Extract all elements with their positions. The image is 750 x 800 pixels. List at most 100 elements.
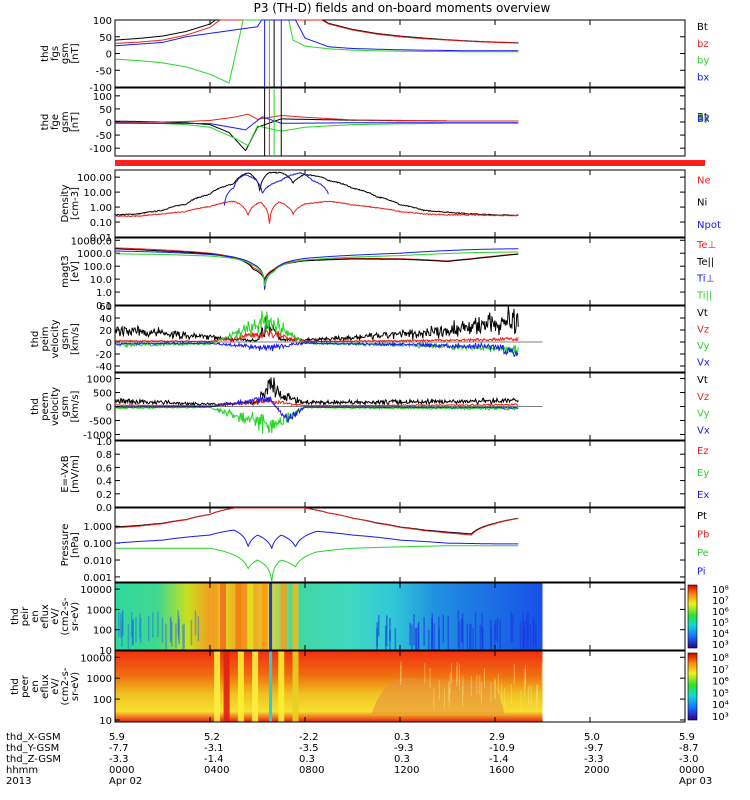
legend-entry: Pt [697,511,707,522]
spectrogram-noise [169,616,172,642]
spectrogram-noise [460,618,463,643]
legend-entry: Te⊥ [696,240,716,251]
series-fge-Bz [115,113,519,123]
y-axis-label-line: thd [40,45,51,62]
series-pressure-Pe [115,545,519,583]
spectrogram-noise [456,661,458,682]
legend-entry: Vy [697,409,710,420]
y-tick-label: 10000.0 [71,236,112,247]
series-temp-Ti⊥ [114,248,519,290]
spectrogram-band [237,651,244,722]
spectrogram-band [220,583,227,650]
y-axis-label-line: gsm [60,111,71,132]
spectrogram-noise [431,617,433,654]
spectrogram-noise [530,685,532,706]
y-tick-label: -500 [89,416,112,427]
panel-frame [114,169,686,238]
spectrogram-noise [438,627,440,651]
y-tick-label: 10 [99,646,112,657]
spectrogram-noise [423,617,425,646]
ephemeris-row-label: thd_Y-GSM [6,743,59,754]
spectrogram-noise [527,625,529,651]
y-axis-label: thd peir en eflux eV/(cm2-s-sr-eV) [10,597,81,635]
y-tick-label: 0 [106,403,112,414]
spectrogram-noise [533,619,535,644]
series-temp-Te|| [115,248,519,282]
y-tick-label: 0.01 [90,233,112,244]
y-tick-label: 100.00 [77,173,112,184]
y-tick-label: 0.100 [83,539,112,550]
spectrogram-noise [480,682,482,703]
spectrogram-noise [413,614,415,646]
spectrogram-noise [450,663,452,684]
spectrogram-noise [494,679,496,700]
y-axis-label-line: sr-eV) [70,672,81,701]
legend-entry: Ey [697,468,709,479]
spectrogram-noise [513,664,515,685]
spectrogram-noise [525,613,528,654]
series-peem_v-Vt [114,377,519,407]
y-tick-label: -40 [96,362,112,373]
y-axis-label-line: Density [60,184,71,222]
y-axis-label-line: [nT] [70,43,81,63]
spectrogram-noise [532,617,534,653]
series-peim_v-Vx [114,340,519,357]
spectrogram-noise [468,624,471,663]
y-tick-label: -50 [96,66,112,77]
series-peem_v-Vy [115,405,519,434]
series-pressure-Pi [115,529,519,550]
spectrogram-noise [493,623,496,646]
ephemeris-row-label: 2013 [6,776,31,787]
y-axis-label: thd fge gsm [nT] [40,111,81,132]
spectrogram-band [278,651,285,722]
spectrogram-band [223,651,230,722]
spectrogram-noise [183,623,185,649]
ephemeris-cell: 5.9 [679,732,695,743]
spectrogram-noise [537,685,539,706]
y-tick-label: 100 [93,626,112,637]
ephemeris-cell: 2.9 [489,732,505,743]
y-axis-label: Density [cm-3] [60,184,81,222]
spectrogram-noise [447,615,449,655]
y-axis-label-line: eflux [40,604,51,629]
ephemeris-cell: -9.3 [394,743,414,754]
ephemeris-cell: 2000 [584,765,609,776]
spectrogram-noise [523,621,526,649]
legend-entry: Vt [697,308,708,319]
spectrogram-band [252,651,259,722]
y-axis-label-line: Pressure [60,524,71,567]
spectrogram-noise [529,623,532,657]
legend-entry: Vx [697,357,710,368]
legend-entry: Pe [697,548,709,559]
y-axis-label-line: thd [10,678,21,695]
series-peem_v-Vz [114,395,519,407]
y-axis-label-line: eV/ [50,608,61,625]
spectrogram-noise [433,623,435,662]
y-axis-label: thd fgs gsm [nT] [40,43,81,64]
ephemeris-cell: 1200 [394,765,419,776]
y-axis-label-line: en [30,680,41,693]
ephemeris-cell: -9.7 [584,743,604,754]
data-flag-band [115,160,705,166]
legend-entry: by [697,56,709,67]
legend-entry: Ti⊥ [696,274,714,285]
spectrogram-noise [448,681,450,702]
panel-frame [114,87,686,157]
ephemeris-cell: 0.3 [394,754,410,765]
ephemeris-cell: 5.0 [584,732,600,743]
panel-peir_spec: 10000 1000 100 10 thd peir en eflux eV/(cm2-s-sr… [10,582,729,670]
y-axis-label-line: peir [20,606,31,626]
y-axis-label-line: [nT] [70,112,81,132]
y-tick-label: -20 [96,350,112,361]
spectrogram-noise [197,616,200,642]
ephemeris-row-label: thd_Z-GSM [6,754,61,765]
legend-entry: bx [697,72,709,83]
y-axis-label-line: thd [30,398,41,415]
spectrogram-noise [135,616,137,642]
spectrogram-noise [429,668,431,689]
spectrogram-noise [490,682,492,703]
legend-entry: Bt [697,22,708,33]
legend-entry: Bt [697,112,708,123]
ephemeris-cell: 5.2 [204,732,220,743]
